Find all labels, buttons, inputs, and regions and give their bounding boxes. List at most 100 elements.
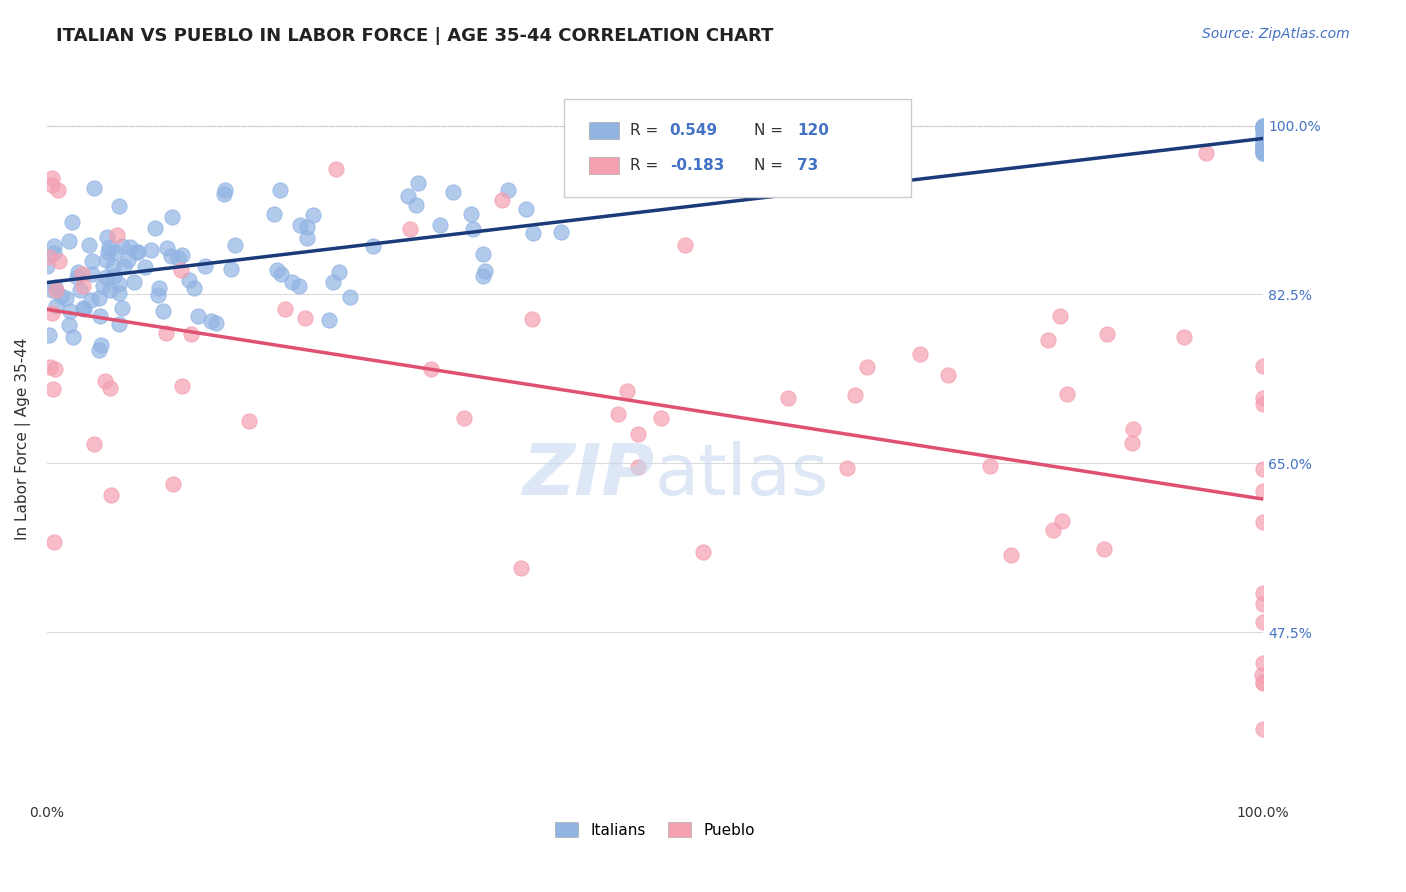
Point [297,220,319,235]
Point [361,239,384,253]
Point [844,387,866,401]
Point [835,461,858,475]
Point [143,221,166,235]
Point [274,302,297,317]
Point [1042,523,1064,537]
Point [509,561,531,575]
Point [72,301,94,316]
Point [1036,334,1059,348]
Point [87,343,110,357]
Point [550,225,572,239]
Point [44,283,66,297]
Point [41,171,63,186]
Point [1251,146,1274,161]
Point [100,488,122,502]
Point [111,239,134,253]
Point [183,280,205,294]
Point [1251,656,1274,670]
Point [67,265,90,279]
Point [297,231,319,245]
Point [108,286,131,301]
Point [62,329,84,343]
Point [103,268,125,283]
Point [281,275,304,289]
Point [101,259,124,273]
Point [616,384,638,398]
Point [80,254,103,268]
Point [1121,436,1143,450]
Point [214,183,236,197]
Point [778,391,800,405]
Point [98,283,121,297]
Point [496,183,519,197]
Point [1251,597,1274,611]
Text: 73: 73 [797,158,818,173]
Point [79,238,101,252]
Text: 0.549: 0.549 [669,123,718,137]
Point [156,242,179,256]
Point [856,359,879,374]
Point [118,240,141,254]
Point [322,275,344,289]
Point [80,293,103,308]
Point [1251,145,1274,160]
Point [936,368,959,382]
Point [1251,675,1274,690]
Point [167,252,190,266]
Point [98,240,121,254]
Point [1251,391,1274,405]
Point [59,304,82,318]
Point [42,534,65,549]
Point [627,459,650,474]
Point [148,281,170,295]
Point [98,381,121,395]
Point [72,301,94,315]
Point [172,379,194,393]
Point [83,436,105,450]
Point [1251,144,1274,158]
Point [474,264,496,278]
Point [108,277,131,291]
FancyBboxPatch shape [589,157,619,174]
Point [1251,124,1274,138]
Point [152,304,174,318]
Point [44,279,66,293]
Point [89,309,111,323]
Point [224,237,246,252]
Point [160,210,183,224]
Point [429,218,451,232]
Point [270,267,292,281]
Point [62,215,84,229]
Point [82,268,104,282]
Point [1251,120,1274,134]
Point [607,407,630,421]
Point [290,218,312,232]
Point [1195,145,1218,160]
Point [46,183,69,197]
Point [38,328,60,343]
Point [405,198,427,212]
Point [325,161,347,176]
Point [1251,132,1274,146]
Point [111,301,134,315]
Point [339,290,361,304]
Point [155,326,177,340]
Text: -0.183: -0.183 [669,158,724,173]
Point [294,311,316,326]
Point [94,269,117,284]
Point [460,207,482,221]
Point [45,300,67,314]
Point [979,459,1001,474]
Point [1050,515,1073,529]
Point [1251,396,1274,410]
Point [96,229,118,244]
Point [90,338,112,352]
Y-axis label: In Labor Force | Age 35-44: In Labor Force | Age 35-44 [15,338,31,541]
Point [125,245,148,260]
Point [1049,309,1071,323]
Point [1251,128,1274,143]
Point [41,283,63,297]
Point [58,318,80,333]
Point [180,326,202,341]
Point [1251,722,1274,736]
